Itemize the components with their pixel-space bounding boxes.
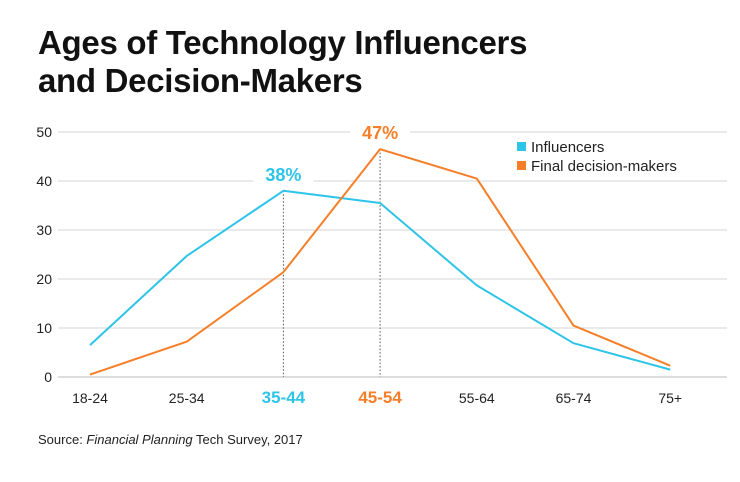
annotation-label-background	[253, 160, 314, 183]
x-tick-label: 18-24	[72, 390, 108, 406]
x-tick-label: 35-44	[262, 388, 306, 407]
title-line-1: Ages of Technology Influencers	[38, 24, 528, 61]
legend-label: Final decision-makers	[531, 158, 677, 175]
source-suffix: Tech Survey, 2017	[192, 432, 303, 447]
source-note: Source: Financial Planning Tech Survey, …	[38, 432, 303, 447]
source-publication: Financial Planning	[86, 432, 193, 447]
y-tick-label: 30	[36, 222, 52, 238]
x-tick-label: 25-34	[169, 390, 205, 406]
title-line-2: and Decision-Makers	[38, 62, 363, 99]
legend-swatch	[517, 161, 526, 170]
y-tick-label: 20	[36, 271, 52, 287]
annotation-label: 38%	[265, 165, 301, 185]
x-tick-label: 55-64	[459, 390, 495, 406]
x-tick-label: 75+	[658, 390, 682, 406]
x-tick-label: 65-74	[556, 390, 592, 406]
annotation-label-background	[350, 119, 411, 142]
y-tick-label: 0	[44, 369, 52, 385]
y-tick-label: 10	[36, 320, 52, 336]
annotation-label: 47%	[362, 123, 398, 143]
y-tick-label: 50	[36, 124, 52, 140]
x-tick-label: 45-54	[358, 388, 402, 407]
legend-label: Influencers	[531, 139, 604, 156]
source-prefix: Source:	[38, 432, 87, 447]
y-tick-label: 40	[36, 173, 52, 189]
chart-title: Ages of Technology Influencers and Decis…	[38, 24, 527, 100]
legend-swatch	[517, 142, 526, 151]
